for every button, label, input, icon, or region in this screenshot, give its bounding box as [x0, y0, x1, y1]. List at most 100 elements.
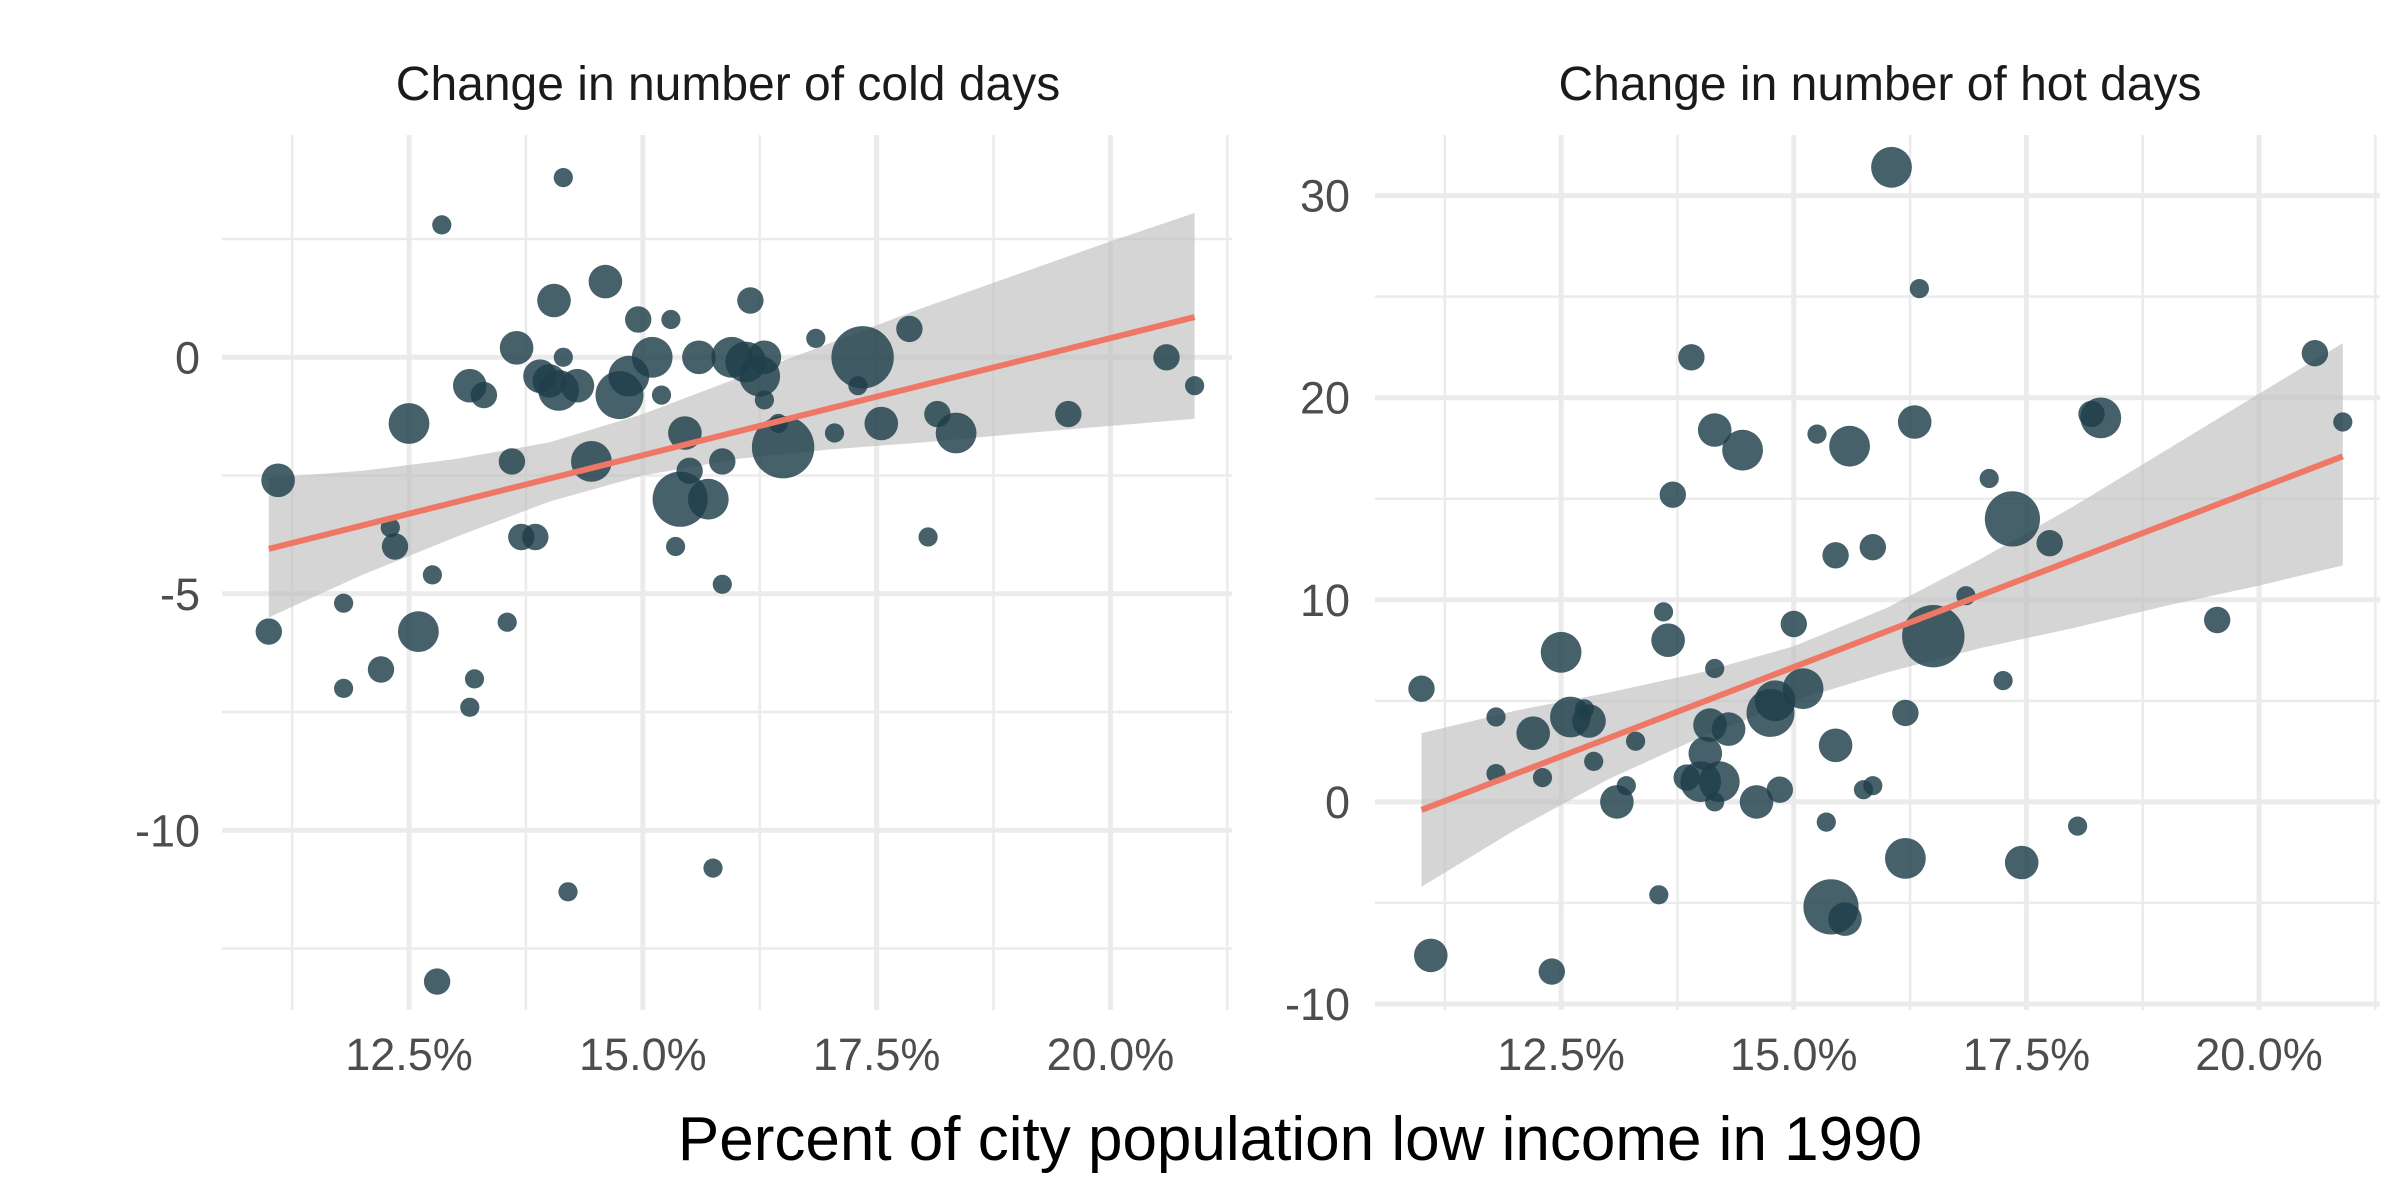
- y-tick-label: 10: [1300, 575, 1350, 626]
- y-tick-label: -10: [1285, 979, 1350, 1030]
- data-point: [1979, 468, 1999, 489]
- data-point: [1678, 344, 1705, 371]
- data-point: [423, 968, 451, 995]
- data-point: [2333, 412, 2353, 432]
- data-point: [1055, 400, 1082, 428]
- data-point: [1822, 542, 1849, 569]
- data-point: [398, 611, 439, 652]
- data-point: [1653, 602, 1674, 622]
- data-point: [261, 463, 295, 498]
- data-point: [1859, 534, 1887, 561]
- data-point: [1698, 761, 1740, 803]
- data-point: [1816, 812, 1836, 832]
- data-point: [1807, 424, 1827, 444]
- data-point: [2080, 397, 2122, 439]
- data-point: [687, 478, 729, 520]
- data-point: [824, 423, 845, 443]
- data-point: [831, 326, 894, 389]
- data-point: [1828, 902, 1862, 936]
- data-point: [651, 385, 672, 405]
- data-point: [380, 518, 400, 538]
- data-point: [1984, 491, 2040, 547]
- data-point: [334, 593, 354, 613]
- data-point: [1993, 671, 2013, 691]
- data-point: [1871, 146, 1912, 188]
- x-tick-label: 17.5%: [813, 1029, 941, 1080]
- y-tick-label: 30: [1300, 171, 1350, 222]
- data-point: [1651, 623, 1685, 657]
- x-tick-label: 12.5%: [1497, 1029, 1625, 1080]
- x-tick-label: 15.0%: [1730, 1029, 1858, 1080]
- data-point: [1153, 344, 1180, 371]
- data-point: [588, 264, 623, 299]
- data-point: [2004, 845, 2039, 880]
- panel-hot-days: Change in number of hot days 12.5% 15.0% 1…: [1285, 58, 2380, 1080]
- data-point: [2301, 340, 2329, 367]
- x-tick-label: 20.0%: [2195, 1029, 2323, 1080]
- data-point: [381, 533, 409, 560]
- data-point: [709, 448, 736, 475]
- data-point: [388, 403, 430, 444]
- data-point: [1408, 675, 1435, 702]
- y-tick-label: 0: [175, 332, 200, 383]
- data-point: [334, 678, 354, 699]
- data-point: [499, 331, 534, 365]
- data-point: [1584, 751, 1604, 772]
- data-point: [558, 882, 578, 902]
- data-point: [497, 612, 517, 632]
- data-point: [1414, 938, 1448, 973]
- data-point: [1892, 699, 1919, 727]
- data-point: [1897, 405, 1932, 439]
- data-point: [2068, 816, 2088, 836]
- x-tick-label: 12.5%: [345, 1029, 473, 1080]
- data-point: [935, 412, 977, 454]
- data-point: [1659, 481, 1687, 508]
- data-point: [522, 523, 549, 551]
- data-point: [918, 527, 938, 547]
- data-point: [367, 656, 395, 683]
- panel-cold-days: Change in number of cold days 12.5% 15.0%…: [135, 58, 1232, 1080]
- data-point: [1739, 785, 1774, 819]
- data-point: [703, 858, 723, 878]
- data-point: [631, 336, 673, 378]
- x-axis-label: Percent of city population low income in…: [678, 1105, 1922, 1174]
- x-tick-label: 15.0%: [579, 1029, 707, 1080]
- x-tick-label: 20.0%: [1047, 1029, 1175, 1080]
- data-point: [537, 283, 571, 318]
- data-point: [1705, 658, 1725, 679]
- data-point: [864, 406, 899, 441]
- data-point: [1649, 885, 1669, 905]
- data-point: [1697, 413, 1732, 447]
- data-point: [460, 697, 480, 717]
- data-point: [1532, 768, 1553, 788]
- trend-line: [1420, 453, 2344, 813]
- x-tick-label: 17.5%: [1963, 1029, 2091, 1080]
- y-tick-label: -10: [135, 805, 200, 856]
- data-point: [422, 565, 442, 585]
- data-point: [553, 168, 573, 188]
- data-point: [2036, 530, 2063, 557]
- data-point: [1863, 776, 1883, 796]
- data-point: [896, 315, 923, 343]
- data-point: [2204, 606, 2231, 634]
- data-point: [1909, 279, 1929, 299]
- data-point: [737, 287, 764, 314]
- data-point: [255, 618, 282, 645]
- data-point: [498, 448, 526, 475]
- data-point: [1486, 707, 1506, 727]
- data-point: [432, 215, 452, 235]
- data-point: [464, 669, 485, 689]
- data-point: [1829, 425, 1870, 467]
- data-point: [1538, 958, 1566, 985]
- y-tick-label: 0: [1325, 777, 1350, 828]
- data-point: [1818, 728, 1853, 763]
- data-point: [470, 381, 498, 409]
- data-point: [666, 536, 686, 557]
- data-point: [1780, 610, 1808, 638]
- data-point: [571, 441, 612, 482]
- y-tick-label: -5: [160, 569, 200, 620]
- data-point: [553, 347, 573, 367]
- data-point: [1885, 838, 1926, 879]
- data-point: [560, 368, 595, 403]
